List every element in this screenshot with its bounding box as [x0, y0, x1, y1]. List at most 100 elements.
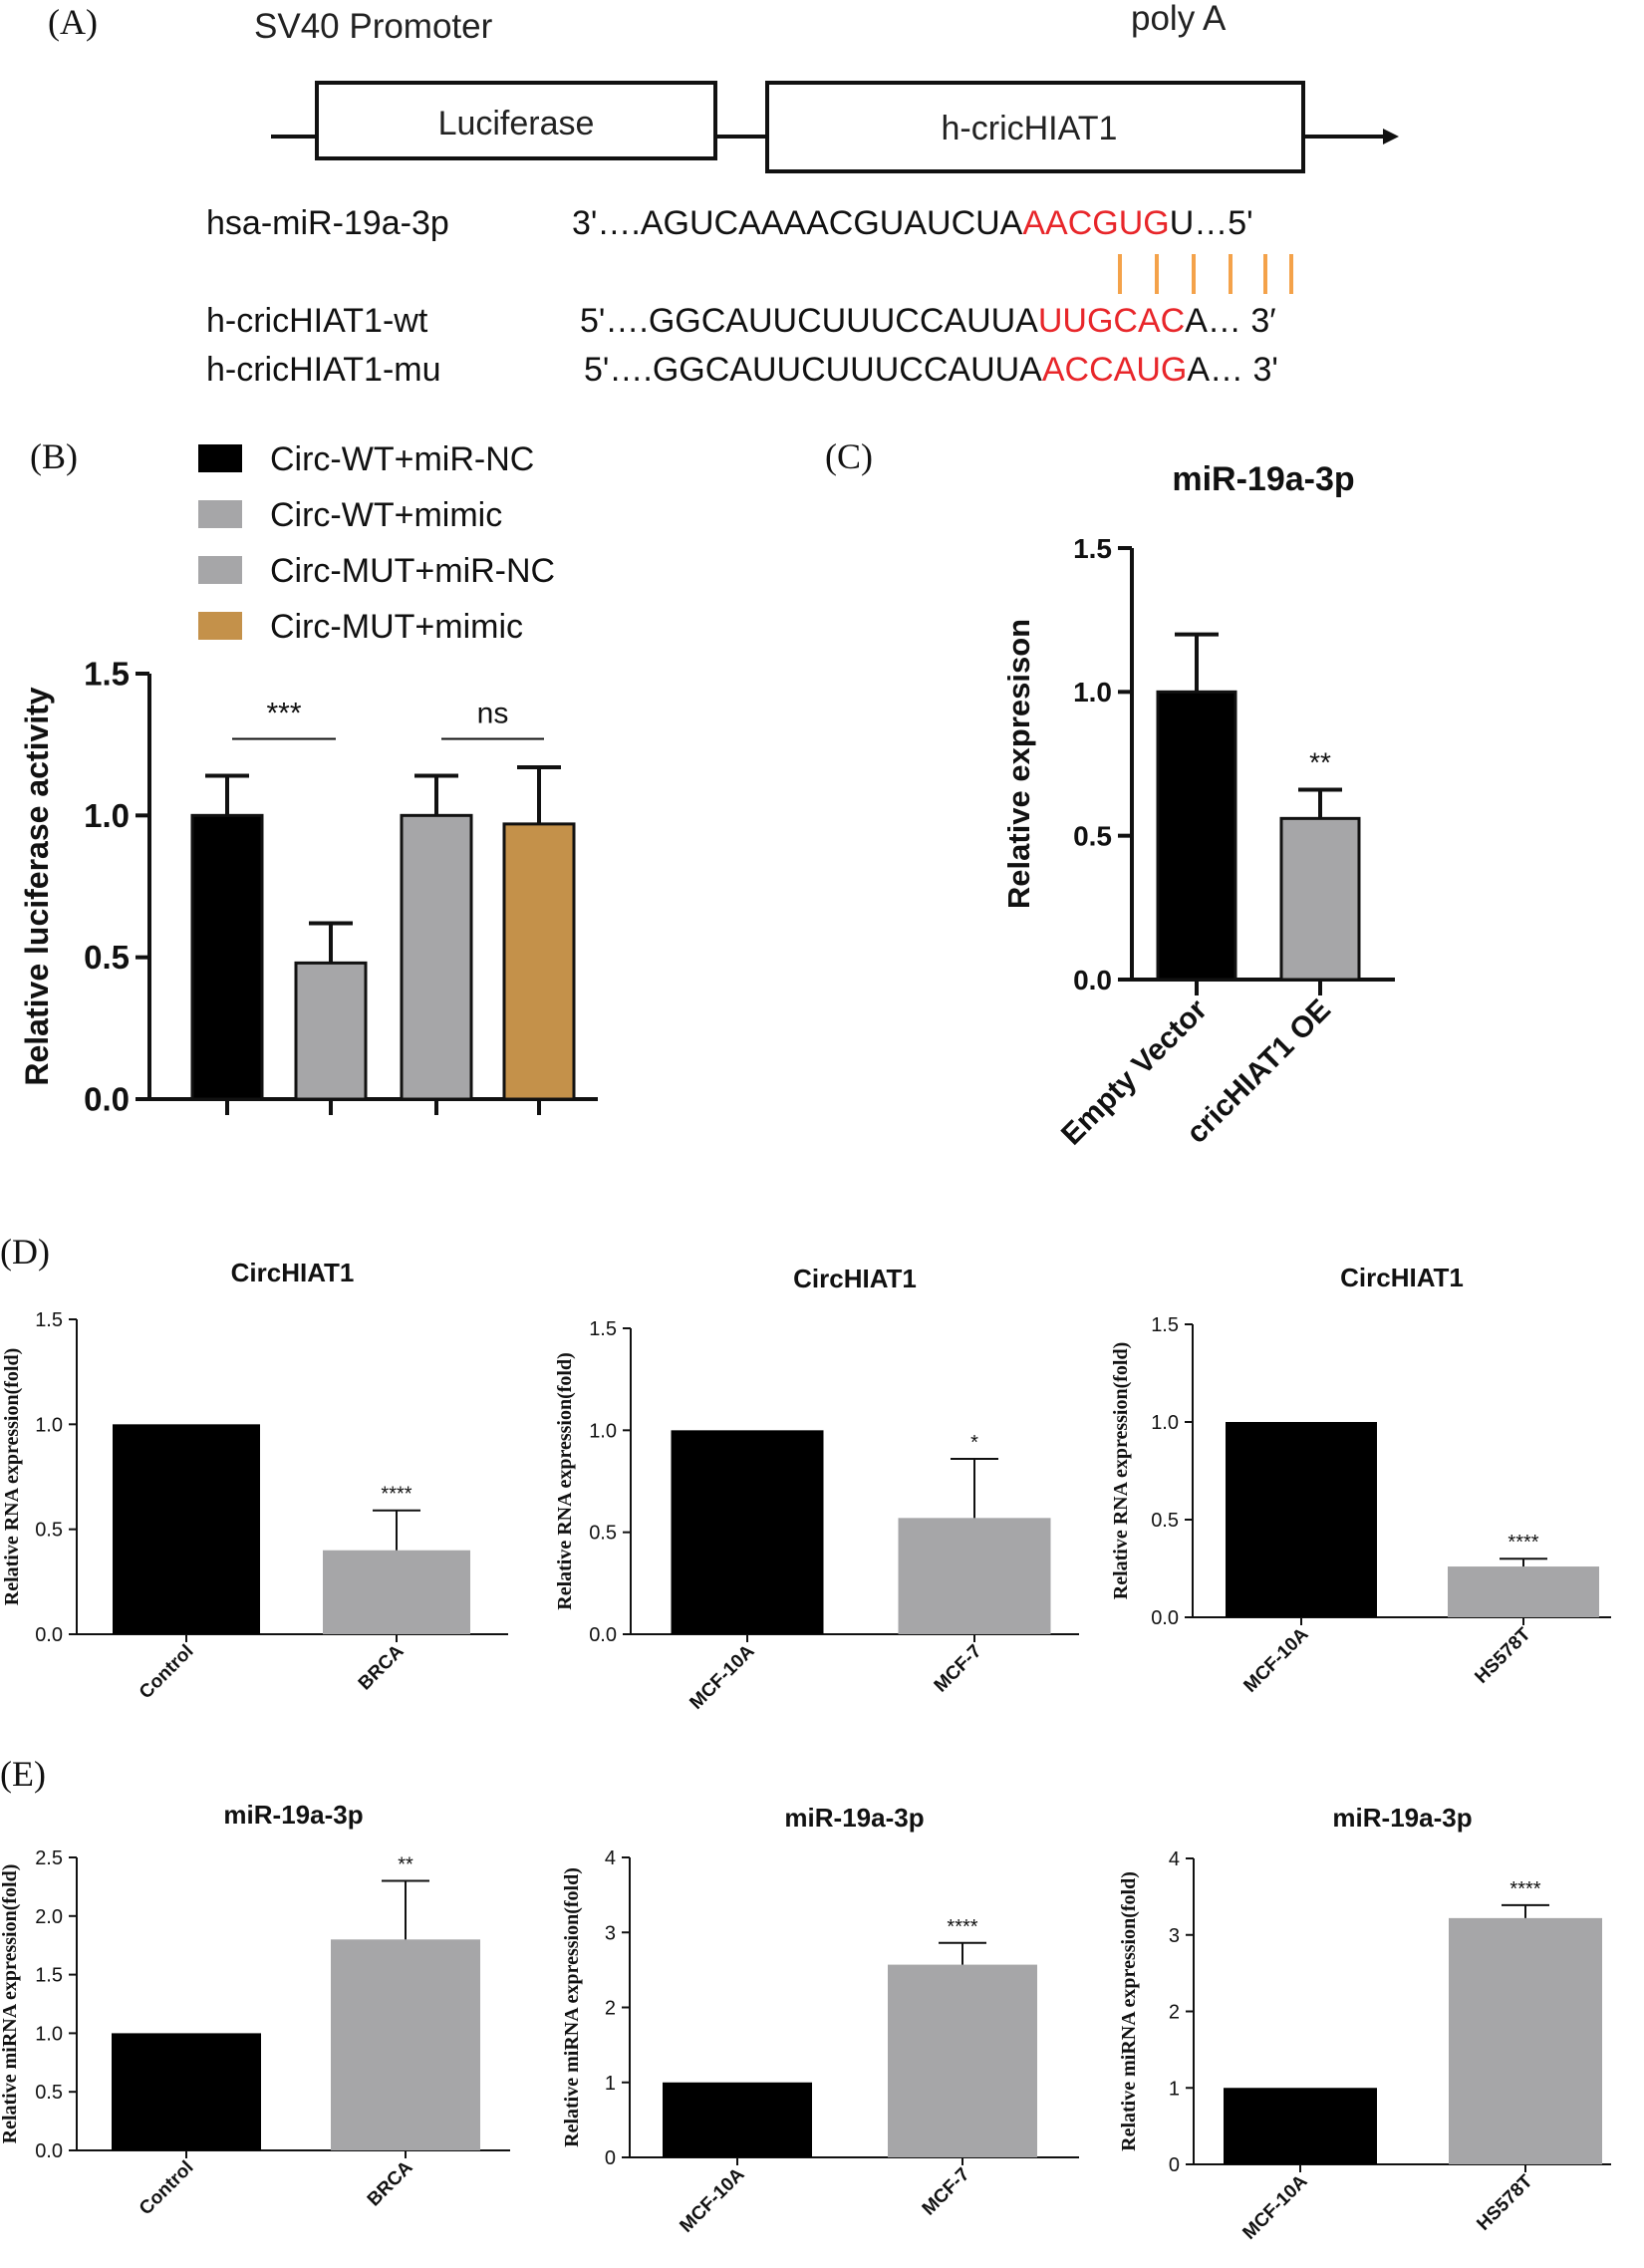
mir-seq-seed: AACGUG	[1022, 204, 1169, 242]
chart-c-ytick-label-2: 1.0	[1073, 677, 1112, 708]
chart-d2-ytick-label-3: 1.5	[589, 1318, 617, 1340]
chart-d2-ytick-label-0: 0.0	[589, 1624, 617, 1646]
chart-b-ytick-label-2: 1.0	[84, 797, 130, 834]
mu-name: h-cricHIAT1-mu	[206, 351, 441, 389]
chart-d3: CircHIAT1 0.0 0.5 1.0 1.5 Relative RNA expres…	[1110, 1263, 1611, 1697]
chart-d2-ytick-label-1: 0.5	[589, 1523, 617, 1545]
chart-e1-ytick-label-5: 2.5	[35, 1847, 63, 1869]
chart-c-ytick-label-1: 0.5	[1073, 820, 1112, 851]
base-pairing-lines	[1118, 254, 1293, 294]
legend-label-2: Circ-MUT+miR-NC	[270, 552, 555, 590]
chart-c-ylabel: Relative expresison	[1001, 619, 1036, 909]
chart-b-bar-1	[294, 961, 368, 1101]
chart-b-bar-3	[502, 822, 576, 1101]
panel-label-a: (A)	[48, 2, 98, 42]
chart-d3-title: CircHIAT1	[1340, 1263, 1464, 1292]
chart-d2-category-label-1: MCF-7	[931, 1641, 986, 1697]
chart-d1-title: CircHIAT1	[231, 1258, 355, 1287]
chart-e2: miR-19a-3p 0 1 2 3 4 Relative miRNA expression…	[561, 1803, 1079, 2237]
chart-e1-ytick-label-3: 1.5	[35, 1965, 63, 1987]
chart-d2-bar-1	[898, 1518, 1051, 1634]
chart-e3-ytick-label-4: 4	[1169, 1848, 1180, 1870]
chart-e1-ytick-label-1: 0.5	[35, 2082, 63, 2104]
chart-d1-ytick-label-0: 0.0	[35, 1624, 63, 1646]
chart-e1-ytick-label-2: 1.0	[35, 2023, 63, 2045]
chart-d1-ylabel: Relative RNA expression(fold)	[1, 1348, 23, 1606]
chart-d1-bar-0	[113, 1424, 260, 1634]
chart-b-bar-2	[400, 813, 473, 1101]
mir-seq-prefix: 3'….AGUCAAAACGUAUCUA	[572, 204, 1023, 242]
legend-label-0: Circ-WT+miR-NC	[270, 440, 534, 478]
panel-a: (A) SV40 Promoter poly A Luciferase h-cr…	[48, 0, 1399, 389]
chart-e2-ytick-label-4: 4	[605, 1847, 616, 1869]
chart-d2: CircHIAT1 0.0 0.5 1.0 1.5 Relative RNA expres…	[554, 1264, 1079, 1714]
legend-swatch-0	[198, 444, 242, 472]
chart-d1-sig-1: ****	[381, 1484, 411, 1506]
chart-e1-bar-1	[331, 1939, 480, 2150]
chart-e3-ytick-label-0: 0	[1169, 2154, 1180, 2176]
chart-e3-category-label-1: HS578T	[1473, 2170, 1536, 2234]
chart-e2-category-label-1: MCF-7	[919, 2164, 974, 2220]
wt-sequence: 5'….GGCAUUCUUUCCAUUAUUGCACA… 3′	[580, 302, 1276, 340]
chart-d3-ylabel: Relative RNA expression(fold)	[1110, 1342, 1132, 1600]
mir-seq-suffix: U…5'	[1170, 204, 1253, 242]
chart-b-ytick-label-0: 0.0	[84, 1081, 130, 1118]
chart-d2-title: CircHIAT1	[793, 1264, 917, 1293]
chart-c-bar-1	[1279, 816, 1361, 982]
chart-d3-category-label-0: MCF-10A	[1239, 1623, 1312, 1696]
chart-d3-ytick-label-3: 1.5	[1151, 1314, 1179, 1336]
cirhiat1-box-label: h-cricHIAT1	[942, 110, 1118, 147]
panel-label-d: (D)	[0, 1232, 50, 1272]
chart-e1-ytick-label-0: 0.0	[35, 2140, 63, 2162]
chart-e3-category-label-0: MCF-10A	[1238, 2170, 1311, 2243]
mu-seq-prefix: 5'….GGCAUUCUUUCCAUUA	[584, 351, 1042, 389]
chart-d1-category-label-0: Control	[136, 1641, 198, 1704]
chart-e2-bar-1	[888, 1964, 1037, 2157]
mu-seq-site: ACCAUG	[1042, 351, 1187, 389]
chart-c-title: miR-19a-3p	[1172, 460, 1354, 498]
luciferase-label: Luciferase	[438, 105, 595, 142]
chart-d1-ytick-label-3: 1.5	[35, 1309, 63, 1331]
legend-swatch-3	[198, 612, 242, 640]
chart-d2-ytick-label-2: 1.0	[589, 1420, 617, 1442]
polya-label: poly A	[1131, 0, 1227, 38]
chart-e3-ytick-label-1: 1	[1169, 2078, 1180, 2100]
chart-d3-category-label-1: HS578T	[1471, 1623, 1534, 1687]
wt-name: h-cricHIAT1-wt	[206, 302, 428, 340]
chart-e3-ytick-label-3: 3	[1169, 1925, 1180, 1947]
chart-e1-sig-1: **	[398, 1854, 413, 1876]
chart-b-bar-0	[190, 813, 264, 1101]
chart-d2-ylabel: Relative RNA expression(fold)	[554, 1352, 576, 1610]
cirhiat1-box	[765, 81, 1305, 173]
wt-seq-prefix: 5'….GGCAUUCUUUCCAUUA	[580, 302, 1038, 340]
chart-b: 0.0 0.5 1.0 1.5 Relative luciferase activity…	[19, 656, 598, 1118]
promoter-label: SV40 Promoter	[254, 7, 493, 46]
chart-d1-category-label-1: BRCA	[355, 1640, 409, 1694]
chart-d2-category-label-0: MCF-10A	[685, 1640, 758, 1713]
panel-label-e: (E)	[0, 1754, 46, 1794]
chart-e2-bar-0	[663, 2082, 812, 2157]
chart-d3-sig-1: ****	[1507, 1532, 1538, 1554]
chart-d2-sig-1: *	[970, 1432, 978, 1454]
chart-d1-bar-1	[323, 1550, 470, 1634]
chart-e2-ytick-label-3: 3	[605, 1922, 616, 1944]
arrow-head-icon	[1383, 129, 1399, 144]
chart-e1-category-label-0: Control	[136, 2157, 198, 2220]
chart-e3-sig-1: ****	[1509, 1878, 1540, 1900]
chart-e3-title: miR-19a-3p	[1332, 1803, 1472, 1833]
chart-d3-bar-0	[1226, 1422, 1377, 1617]
chart-b-ytick-label-1: 0.5	[84, 939, 130, 976]
wt-seq-suffix: A… 3′	[1185, 302, 1275, 340]
panel-label-c: (C)	[825, 436, 873, 476]
chart-d3-bar-1	[1448, 1566, 1599, 1617]
chart-e1-category-label-1: BRCA	[364, 2156, 417, 2210]
chart-e1: miR-19a-3p 0.0 0.5 1.0 1.5 2.0 2.5 Relative miR…	[0, 1800, 510, 2219]
chart-e2-ytick-label-2: 2	[605, 1998, 616, 2020]
legend-label-3: Circ-MUT+mimic	[270, 608, 523, 646]
legend-swatch-2	[198, 556, 242, 584]
chart-e2-title: miR-19a-3p	[784, 1803, 924, 1833]
luciferase-box	[315, 81, 717, 160]
chart-b-bracket-label-0: ***	[266, 697, 301, 729]
chart-d1-ytick-label-2: 1.0	[35, 1414, 63, 1436]
